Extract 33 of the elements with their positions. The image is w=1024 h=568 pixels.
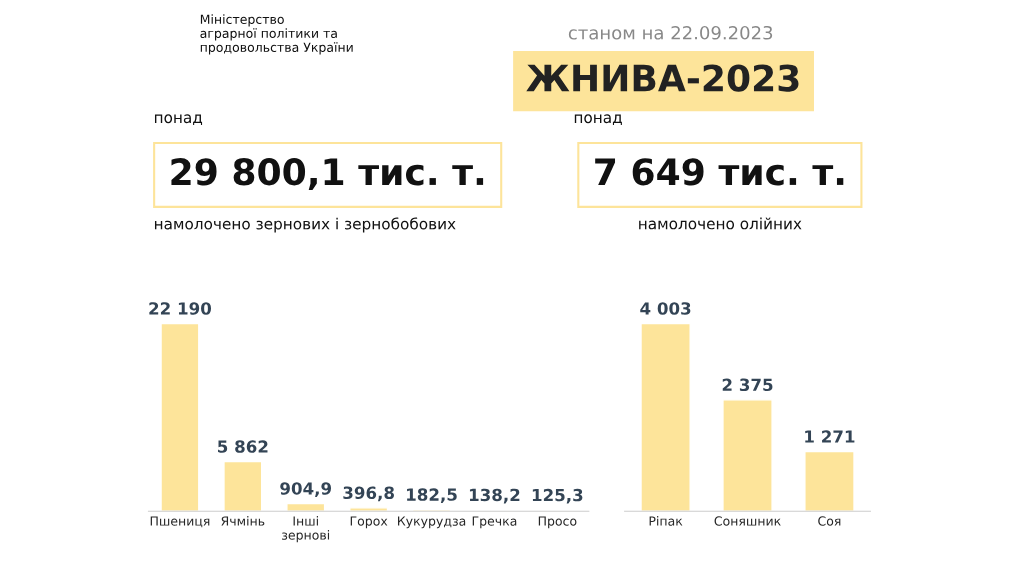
data-label: 125,3 [532, 488, 583, 504]
data-label: 5 862 [218, 440, 268, 453]
x-tick-label: Горох [350, 516, 388, 529]
text: понад [154, 114, 203, 126]
data-label: 4 003 [640, 302, 691, 315]
data-label: 904,9 [280, 482, 332, 497]
text: намолочено олійних [639, 217, 802, 230]
data-label: 396,8 [343, 486, 394, 502]
text: намолочено зернових і зернобобових [154, 217, 456, 233]
bar [160, 322, 200, 512]
x-tick-label: Пшениця [150, 516, 210, 528]
data-label: 138,2 [469, 488, 520, 504]
x-tick-label: Гречка [472, 516, 517, 529]
data-label: 2 375 [722, 378, 773, 392]
text: 7 649 тис. т. [595, 158, 844, 186]
x-tick-label: Ріпак [649, 516, 683, 526]
x-tick-label: Соя [818, 516, 841, 526]
bar [223, 460, 263, 512]
text: Міністерство аграрної політики та продовольства України [200, 14, 353, 55]
x-tick-label: Соняшник [714, 516, 781, 526]
x-tick-label: Кукурудза [398, 516, 466, 529]
data-label: 1 271 [805, 430, 855, 443]
x-tick-label: Ячмінь [221, 516, 265, 526]
bar [349, 507, 389, 512]
data-label: 22 190 [149, 302, 212, 315]
text: ЖНИВА-2023 [526, 64, 799, 92]
text: 29 800,1 тис. т. [171, 158, 484, 191]
x-tick-label: Просо [538, 516, 577, 529]
data-label: 182,5 [407, 488, 457, 503]
x-tick-label: Інші зернові [282, 516, 330, 543]
text: станом на 22.09.2023 [568, 25, 773, 40]
bar [286, 502, 326, 512]
text: понад [574, 114, 622, 126]
